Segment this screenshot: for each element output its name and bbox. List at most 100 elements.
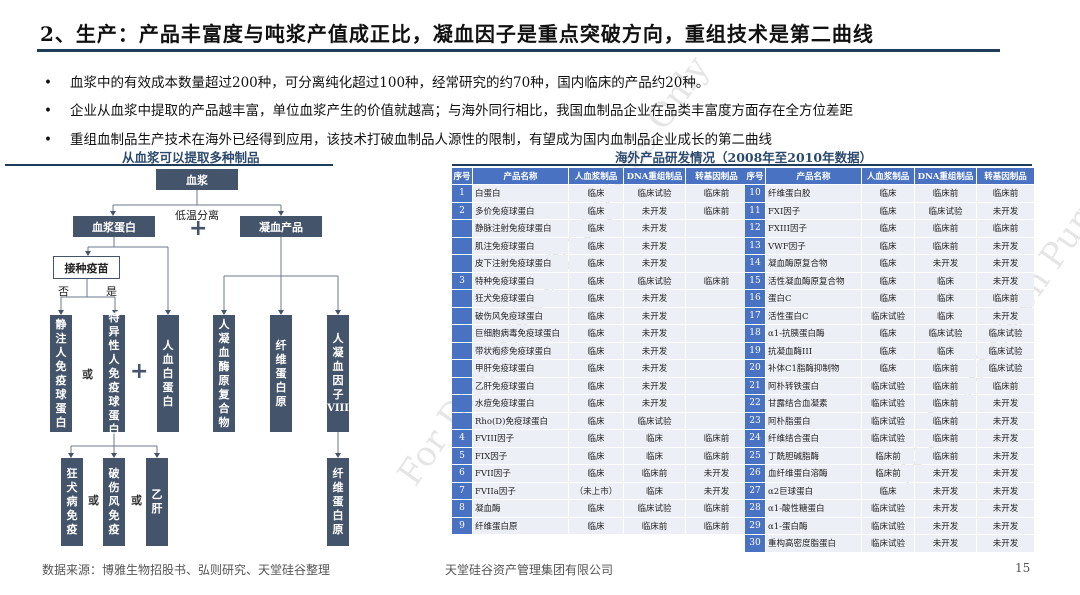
box-char: 子 <box>332 387 344 401</box>
box-char: 乙 <box>151 488 163 501</box>
seq-cell: 1 <box>452 185 472 202</box>
seq-cell <box>452 395 472 412</box>
plasma-status-cell: 临床 <box>862 255 914 272</box>
transgenic-status-cell: 未开发 <box>977 517 1034 534</box>
plasma-status-cell: 临床 <box>569 237 623 254</box>
dna-status-cell: 未开发 <box>915 517 976 534</box>
seq-cell: 20 <box>745 360 765 377</box>
plasma-status-cell: 临床试验 <box>862 430 914 447</box>
products-table-right: 序号 产品名称 人血浆制品 DNA重组制品 转基因制品 10 纤维蛋白胶 临床 临床前 临床前 11… <box>744 167 1035 553</box>
table-row: 静脉注射免疫球蛋白 临床 未开发 <box>452 220 747 237</box>
product-name-cell: 纤维蛋白原 <box>473 517 568 534</box>
transgenic-status-cell <box>686 220 747 237</box>
seq-cell <box>452 220 472 237</box>
dna-status-cell: 未开发 <box>624 237 685 254</box>
dna-status-cell: 未开发 <box>624 202 685 219</box>
table-row: 巨细胞病毒免疫球蛋白 临床 未开发 <box>452 325 747 342</box>
seq-cell <box>452 342 472 359</box>
box-char: 维 <box>275 352 287 366</box>
box-char: 静 <box>55 317 67 331</box>
box-char: 凝 <box>332 345 344 359</box>
plasma-status-cell: 临床 <box>569 500 623 517</box>
bullet-dot: • <box>44 75 52 91</box>
product-box: 人凝血因子 VIII <box>327 315 349 432</box>
bullet-item: • 血浆中的有效成本数量超过200种，可分离纯化超过100种，经常研究的约70种，… <box>44 71 709 91</box>
plasma-status-cell: 临床 <box>862 482 914 499</box>
box-char: 白 <box>55 415 67 429</box>
box-char: 人 <box>332 331 344 345</box>
product-name-cell: FXIII因子 <box>766 220 861 237</box>
product-box: 特异性人免疫球蛋白 <box>103 311 125 436</box>
table-row: 7 FVIIa因子 （未上市） 临床 未开发 <box>452 482 747 499</box>
box-char: 疫 <box>108 380 120 394</box>
plasma-status-cell: 临床前 <box>862 447 914 464</box>
box-char: 病 <box>66 495 78 508</box>
transgenic-status-cell: 未开发 <box>977 465 1034 482</box>
seq-cell <box>452 290 472 307</box>
seq-cell <box>452 377 472 394</box>
plasma-status-cell: 临床 <box>569 272 623 289</box>
box-char: 纤 <box>332 467 344 480</box>
bullet-item: • 企业从血浆中提取的产品越丰富，单位血浆产生的价值就越高；与海外同行相比，我国血… <box>44 99 853 119</box>
transgenic-status-cell <box>686 412 747 429</box>
box-char: 球 <box>55 387 67 401</box>
plasma-status-cell: 临床 <box>569 377 623 394</box>
plasma-status-cell: 临床 <box>569 202 623 219</box>
product-name-cell: 甘露结合血凝素 <box>766 395 861 412</box>
plasma-status-cell: 临床 <box>862 342 914 359</box>
column-header: 转基因制品 <box>977 168 1034 184</box>
seq-cell: 4 <box>452 430 472 447</box>
box-char: 白 <box>162 366 174 380</box>
dna-status-cell: 未开发 <box>624 255 685 272</box>
table-row: 肌注免疫球蛋白 临床 未开发 <box>452 237 747 254</box>
dna-status-cell: 未开发 <box>624 290 685 307</box>
plasma-status-cell: 临床 <box>569 185 623 202</box>
product-name-cell: 阿朴转铁蛋白 <box>766 377 861 394</box>
dna-status-cell: 临床前 <box>915 220 976 237</box>
product-name-cell: 重构高密度脂蛋白 <box>766 535 861 552</box>
product-name-cell: 活性凝血酶原复合物 <box>766 272 861 289</box>
transgenic-status-cell: 未开发 <box>977 307 1034 324</box>
product-box: 人血白蛋白 <box>157 315 179 432</box>
bullet-dot: • <box>44 132 52 148</box>
no-label: 否 <box>58 285 69 298</box>
products-table-left: 序号 产品名称 人血浆制品 DNA重组制品 转基因制品 1 白蛋白 临床 临床试验 临床前 2 多价免… <box>451 167 748 535</box>
product-name-cell: FXI因子 <box>766 202 861 219</box>
box-char: 原 <box>332 523 344 536</box>
product-name-cell: α1-抗胰蛋白酶 <box>766 325 861 342</box>
product-name-cell: 水痘免疫球蛋白 <box>473 395 568 412</box>
dna-status-cell: 临床前 <box>915 447 976 464</box>
table-row: 23 阿朴脂蛋白 临床试验 临床前 未开发 <box>745 412 1034 429</box>
seq-cell: 29 <box>745 517 765 534</box>
dna-status-cell: 未开发 <box>915 482 976 499</box>
bullet-text: 企业从血浆中提取的产品越丰富，单位血浆产生的价值就越高；与海外同行相比，我国血制… <box>70 103 853 119</box>
plasma-status-cell: 临床 <box>569 255 623 272</box>
table-row: 皮下注射免疫球蛋白 临床 未开发 <box>452 255 747 272</box>
product-name-cell: FVIII因子 <box>473 430 568 447</box>
transgenic-status-cell: 未开发 <box>977 272 1034 289</box>
transgenic-status-cell: 未开发 <box>977 430 1034 447</box>
table-row: 2 多价免疫球蛋白 临床 未开发 临床前 <box>452 202 747 219</box>
product-name-cell: 破伤风免疫球蛋白 <box>473 307 568 324</box>
table-row: 12 FXIII因子 临床 临床前 临床前 <box>745 220 1034 237</box>
plasma-status-cell: 临床 <box>569 342 623 359</box>
transgenic-status-cell: 未开发 <box>977 447 1034 464</box>
plasma-status-cell: 临床 <box>569 447 623 464</box>
table-row: 9 纤维蛋白原 临床 临床前 临床前 <box>452 517 747 534</box>
dna-status-cell: 未开发 <box>624 360 685 377</box>
dna-status-cell: 临床前 <box>915 412 976 429</box>
column-header: DNA重组制品 <box>915 168 976 184</box>
seq-cell: 30 <box>745 535 765 552</box>
plasma-box: 血浆 <box>156 169 238 190</box>
transgenic-status-cell: 临床前 <box>977 377 1034 394</box>
box-char: VIII <box>327 402 349 414</box>
transgenic-status-cell <box>686 360 747 377</box>
table-row: 水痘免疫球蛋白 临床 未开发 <box>452 395 747 412</box>
transgenic-status-cell: 未开发 <box>977 202 1034 219</box>
transgenic-status-cell <box>686 307 747 324</box>
seq-cell: 14 <box>745 255 765 272</box>
box-char: 注 <box>55 331 67 345</box>
dna-status-cell: 临床试验 <box>915 202 976 219</box>
diagram-connectors <box>58 190 341 458</box>
product-name-cell: α1-酸性糖蛋白 <box>766 500 861 517</box>
